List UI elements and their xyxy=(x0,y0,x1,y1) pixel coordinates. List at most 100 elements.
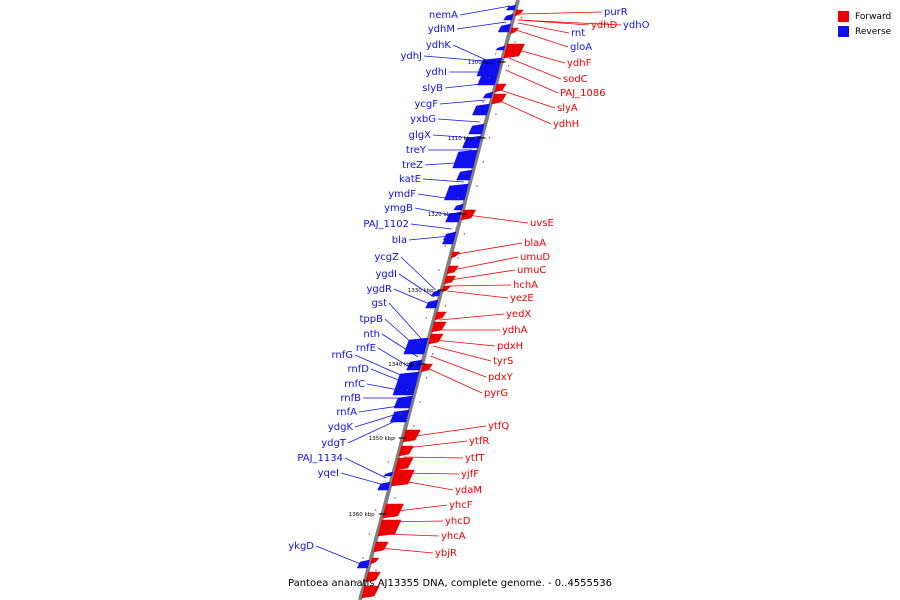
axis-dot xyxy=(463,173,465,175)
forward-gene-feature-1 xyxy=(509,27,520,35)
forward-gene-feature-8 xyxy=(443,275,457,285)
gene-label-paj-1086[interactable]: PAJ_1086 xyxy=(560,88,606,99)
gene-label-hcha[interactable]: hchA xyxy=(513,280,538,291)
axis-dot xyxy=(381,485,383,487)
gene-label-kate[interactable]: katE xyxy=(399,174,421,185)
gene-label-tppb[interactable]: tppB xyxy=(360,314,384,325)
gene-label-bla[interactable]: bla xyxy=(392,235,407,246)
gene-label-slyb[interactable]: slyB xyxy=(422,83,443,94)
leader-line-yeze xyxy=(447,290,509,299)
forward-gene-feature-23 xyxy=(361,585,380,599)
gene-label-purr[interactable]: purR xyxy=(604,7,628,18)
gene-label-yxbg[interactable]: yxbG xyxy=(410,114,436,125)
axis-dot xyxy=(520,17,522,19)
leader-line-blaa xyxy=(457,242,523,255)
leader-line-gst xyxy=(388,302,423,341)
gene-label-ydam[interactable]: ydaM xyxy=(455,485,482,496)
forward-gene-feature-10 xyxy=(434,311,447,321)
gene-label-yqei[interactable]: yqeI xyxy=(318,468,339,479)
leader-line-umud xyxy=(452,256,519,271)
gene-label-ydhj[interactable]: ydhJ xyxy=(400,51,422,62)
gene-label-tyrs[interactable]: tyrS xyxy=(493,356,513,367)
gene-label-trez[interactable]: treZ xyxy=(402,160,423,171)
legend-forward-label: Forward xyxy=(855,11,892,22)
gene-label-yhcd[interactable]: yhcD xyxy=(445,516,471,527)
gene-label-ytfq[interactable]: ytfQ xyxy=(488,421,509,432)
leader-line-ydgt xyxy=(347,417,403,444)
leader-line-paj-1134 xyxy=(344,457,387,479)
gene-label-ygdi[interactable]: ygdI xyxy=(375,269,397,280)
gene-label-sodc[interactable]: sodC xyxy=(563,74,588,85)
gene-label-ydhm[interactable]: ydhM xyxy=(428,24,455,35)
axis-dot xyxy=(368,533,371,535)
gene-label-paj-1102[interactable]: PAJ_1102 xyxy=(363,219,409,230)
gene-label-ydhf[interactable]: ydhF xyxy=(567,58,592,69)
gene-label-ytft[interactable]: ytfT xyxy=(465,453,485,464)
gene-label-ygdr[interactable]: ygdR xyxy=(366,284,392,295)
leader-line-ytfr xyxy=(405,440,468,449)
gene-label-ydgt[interactable]: ydgT xyxy=(321,438,347,449)
gene-label-ydho[interactable]: ydhO xyxy=(623,20,650,31)
gene-label-nth[interactable]: nth xyxy=(363,329,380,340)
gene-label-ymgb[interactable]: ymgB xyxy=(384,203,413,214)
gene-label-ydhd[interactable]: ydhD xyxy=(591,20,618,31)
gene-label-ykgd[interactable]: ykgD xyxy=(288,541,314,552)
gene-label-ydhk[interactable]: ydhK xyxy=(426,40,452,51)
axis-dot xyxy=(381,545,383,547)
leader-line-ygdr xyxy=(393,288,432,306)
gene-label-pdxh[interactable]: pdxH xyxy=(497,341,523,352)
leader-line-yhca xyxy=(383,533,440,537)
gene-label-ytfr[interactable]: ytfR xyxy=(469,436,489,447)
gene-label-yhcf[interactable]: yhcF xyxy=(449,500,473,511)
gene-label-gloa[interactable]: gloA xyxy=(570,42,592,53)
gene-label-pdxy[interactable]: pdxY xyxy=(488,372,514,383)
gene-label-rnfe[interactable]: rnfE xyxy=(356,343,376,354)
gene-label-ycgz[interactable]: ycgZ xyxy=(374,252,399,263)
forward-gene-feature-7 xyxy=(446,265,459,275)
gene-label-yjff[interactable]: yjfF xyxy=(461,469,479,480)
axis-dot xyxy=(476,125,478,127)
gene-label-ydhi[interactable]: ydhI xyxy=(425,67,447,78)
gene-label-rnfd[interactable]: rnfD xyxy=(348,364,370,375)
gene-label-rnfc[interactable]: rnfC xyxy=(344,379,365,390)
axis-dot xyxy=(400,473,402,475)
gene-label-trey[interactable]: treY xyxy=(406,145,427,156)
gene-label-ydgk[interactable]: ydgK xyxy=(328,422,354,433)
gene-label-paj-1134[interactable]: PAJ_1134 xyxy=(297,453,343,464)
gene-label-yhca[interactable]: yhcA xyxy=(441,531,466,542)
reverse-gene-feature-10 xyxy=(452,149,478,169)
gene-label-ybjr[interactable]: ybjR xyxy=(435,548,457,559)
forward-gene-feature-15 xyxy=(398,445,414,457)
axis-dot xyxy=(463,233,466,235)
leader-line-purr xyxy=(520,11,603,15)
gene-label-slya[interactable]: slyA xyxy=(557,103,578,114)
forward-gene-feature-16 xyxy=(394,457,414,471)
reverse-gene-feature-13 xyxy=(453,203,464,211)
gene-label-rnt[interactable]: rnt xyxy=(571,28,585,39)
gene-label-ycgf[interactable]: ycgF xyxy=(414,99,438,110)
gene-label-umuc[interactable]: umuC xyxy=(517,265,546,276)
leader-line-ydhj xyxy=(423,55,496,63)
gene-label-glgx[interactable]: glgX xyxy=(409,130,431,141)
gene-label-gst[interactable]: gst xyxy=(372,298,388,309)
gene-label-pyrg[interactable]: pyrG xyxy=(484,388,508,399)
gene-label-nema[interactable]: nemA xyxy=(429,10,458,21)
axis-dot xyxy=(413,425,415,427)
gene-label-rnfb[interactable]: rnfB xyxy=(340,393,361,404)
gene-label-rnfg[interactable]: rnfG xyxy=(331,350,353,361)
gene-label-ydha[interactable]: ydhA xyxy=(502,325,528,336)
leader-line-ydhd xyxy=(518,19,590,26)
leader-line-slyb xyxy=(444,82,491,89)
gene-label-ymdf[interactable]: ymdF xyxy=(388,189,416,200)
leader-line-pdxh xyxy=(434,339,496,347)
gene-label-rnfa[interactable]: rnfA xyxy=(336,407,357,418)
reverse-gene-feature-1 xyxy=(503,13,514,21)
axis-dot xyxy=(488,137,491,139)
gene-label-blaa[interactable]: blaA xyxy=(524,238,546,249)
leader-line-rnfd xyxy=(370,368,411,386)
gene-label-yedx[interactable]: yedX xyxy=(506,309,531,320)
gene-label-umud[interactable]: umuD xyxy=(520,252,550,263)
gene-label-ydhh[interactable]: ydhH xyxy=(553,119,579,130)
gene-label-uvse[interactable]: uvsE xyxy=(530,218,554,229)
gene-label-yeze[interactable]: yezE xyxy=(510,293,534,304)
